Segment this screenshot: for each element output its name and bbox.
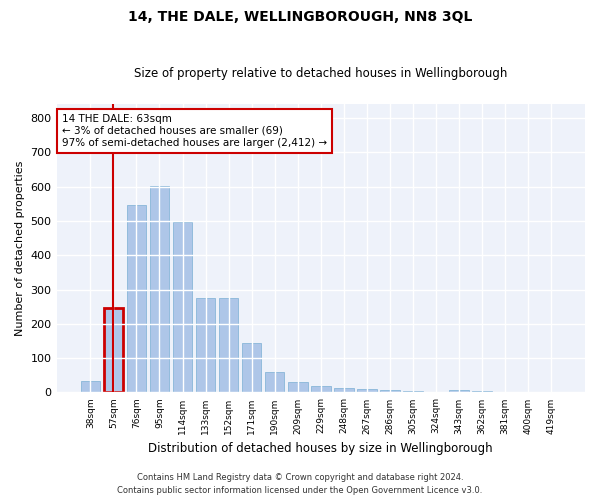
Bar bbox=[403, 390, 423, 392]
Bar bbox=[334, 388, 353, 392]
Text: 14 THE DALE: 63sqm
← 3% of detached houses are smaller (69)
97% of semi-detached: 14 THE DALE: 63sqm ← 3% of detached hous… bbox=[62, 114, 327, 148]
Bar bbox=[472, 391, 492, 392]
Bar bbox=[265, 372, 284, 392]
Bar bbox=[357, 389, 377, 392]
Bar bbox=[149, 186, 169, 392]
Bar bbox=[173, 222, 193, 392]
Text: 14, THE DALE, WELLINGBOROUGH, NN8 3QL: 14, THE DALE, WELLINGBOROUGH, NN8 3QL bbox=[128, 10, 472, 24]
Bar bbox=[196, 298, 215, 392]
Bar bbox=[242, 344, 262, 392]
Bar bbox=[104, 308, 123, 392]
Title: Size of property relative to detached houses in Wellingborough: Size of property relative to detached ho… bbox=[134, 66, 508, 80]
Y-axis label: Number of detached properties: Number of detached properties bbox=[15, 160, 25, 336]
Text: Contains HM Land Registry data © Crown copyright and database right 2024.
Contai: Contains HM Land Registry data © Crown c… bbox=[118, 474, 482, 495]
Bar bbox=[311, 386, 331, 392]
X-axis label: Distribution of detached houses by size in Wellingborough: Distribution of detached houses by size … bbox=[148, 442, 493, 455]
Bar bbox=[449, 390, 469, 392]
Bar bbox=[127, 205, 146, 392]
Bar bbox=[219, 298, 238, 392]
Bar bbox=[80, 381, 100, 392]
Bar bbox=[380, 390, 400, 392]
Bar bbox=[288, 382, 308, 392]
